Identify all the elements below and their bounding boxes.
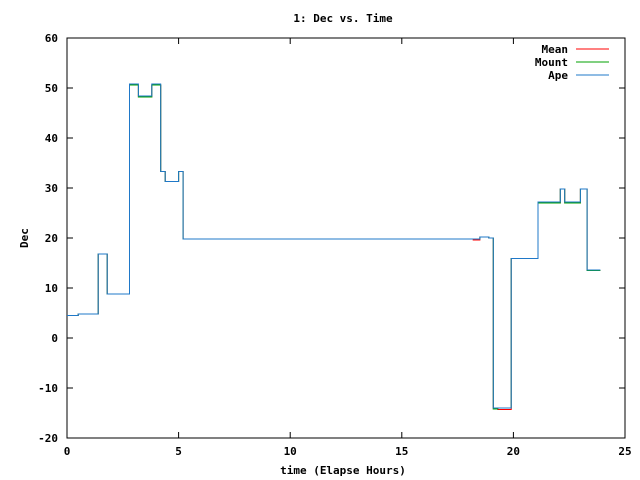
series-lines	[67, 83, 601, 410]
y-tick-label: 10	[45, 282, 58, 295]
y-axis-label: Dec	[18, 228, 31, 248]
y-tick-label: 60	[45, 32, 58, 45]
series-line-ape	[67, 83, 601, 409]
x-tick-label: 25	[618, 445, 631, 458]
axis-ticks: 0 5 10 15 20 25 -20 -10 0 10 20 30 40 50 60	[38, 32, 632, 458]
x-tick-label: 15	[395, 445, 408, 458]
y-tick-label: 40	[45, 132, 58, 145]
legend-label-ape: Ape	[548, 69, 568, 82]
legend-label-mount: Mount	[535, 56, 568, 69]
y-tick-label: -20	[38, 432, 58, 445]
x-tick-label: 20	[507, 445, 520, 458]
x-tick-label: 0	[64, 445, 71, 458]
series-line-mean	[67, 84, 601, 410]
y-tick-label: -10	[38, 382, 58, 395]
y-tick-label: 30	[45, 182, 58, 195]
legend-label-mean: Mean	[542, 43, 569, 56]
x-tick-label: 5	[175, 445, 182, 458]
y-tick-label: 50	[45, 82, 58, 95]
x-axis-label: time (Elapse Hours)	[280, 464, 406, 477]
series-line-mount	[67, 84, 601, 410]
x-tick-label: 10	[284, 445, 297, 458]
chart-title: 1: Dec vs. Time	[293, 12, 393, 25]
y-tick-label: 0	[51, 332, 58, 345]
y-tick-label: 20	[45, 232, 58, 245]
plot-area-frame	[66, 37, 626, 439]
